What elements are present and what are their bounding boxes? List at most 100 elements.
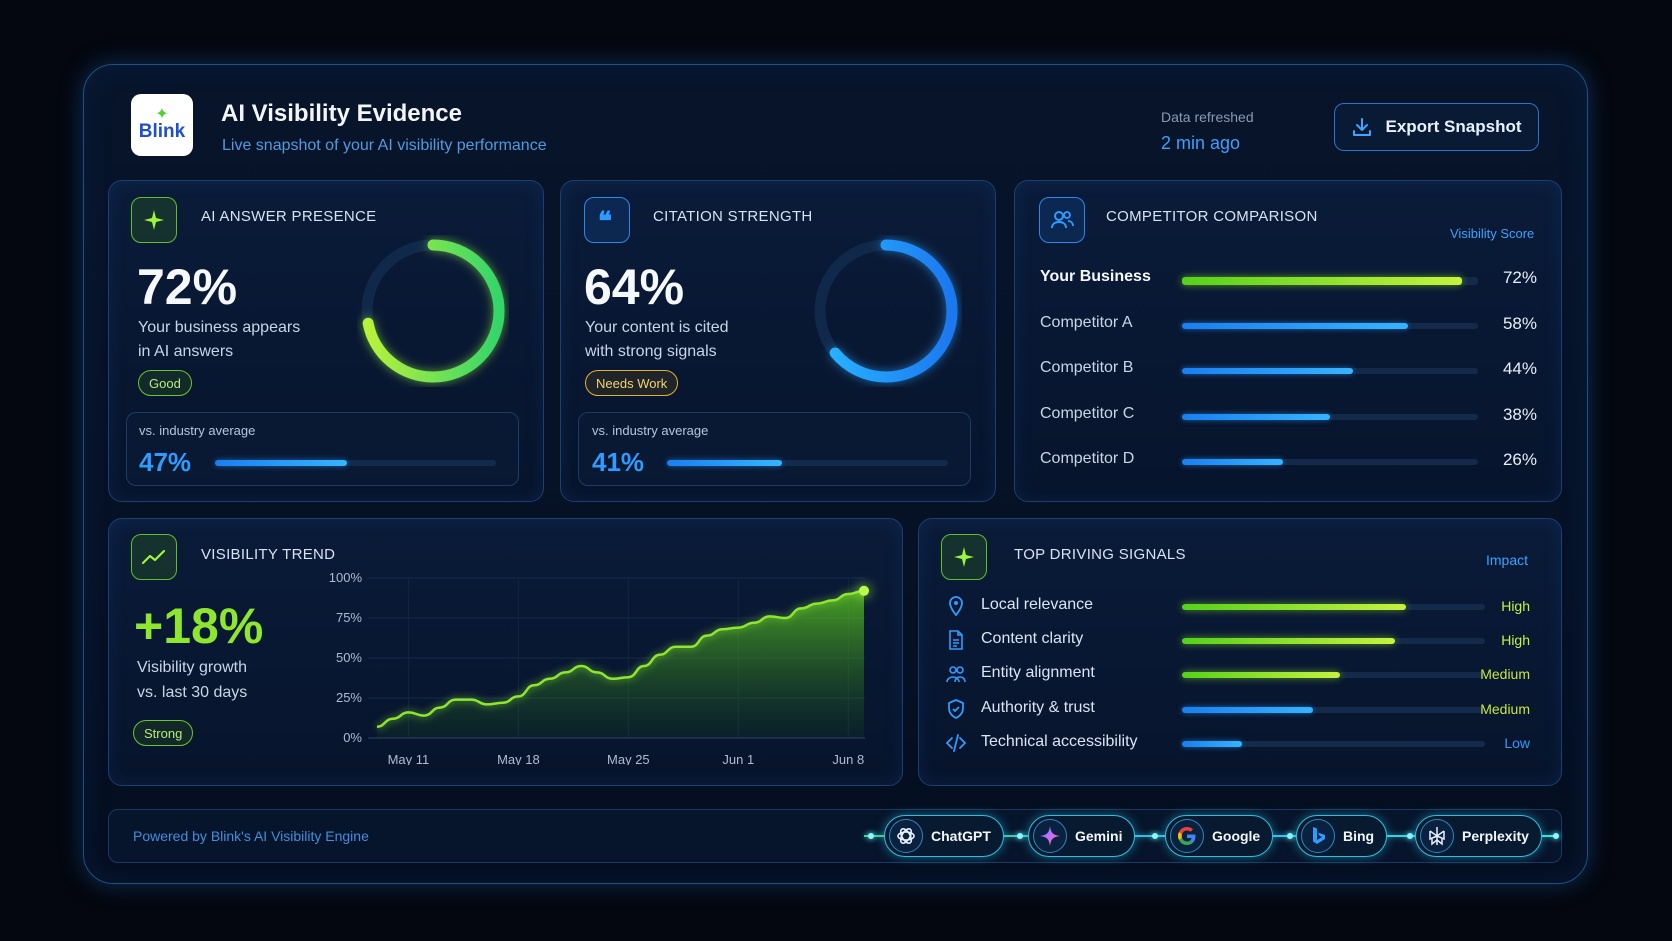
code-icon: [945, 733, 967, 752]
trend-value: +18%: [134, 598, 264, 654]
citation-value: 64%: [584, 259, 685, 315]
signal-bar-track: [1182, 740, 1485, 747]
x-tick-label: May 11: [388, 752, 430, 765]
presence-value: 72%: [137, 259, 238, 315]
signals-title: TOP DRIVING SIGNALS: [1014, 546, 1186, 563]
signal-bar-fill: [1182, 672, 1341, 679]
citation-status-badge: Needs Work: [585, 370, 679, 396]
chatgpt-icon: [889, 819, 923, 853]
presence-compare-value: 47%: [139, 447, 192, 477]
competitor-score: 38%: [1502, 404, 1537, 424]
y-tick-label: 0%: [343, 730, 362, 745]
presence-compare-label: vs. industry average: [139, 423, 256, 438]
svg-text:❝: ❝: [598, 208, 612, 232]
presence-donut: [361, 239, 505, 383]
sparkle-icon: [941, 534, 987, 580]
engine-pill-bing[interactable]: Bing: [1296, 815, 1388, 857]
competitor-bar-track: [1182, 277, 1478, 285]
page-title: AI Visibility Evidence: [221, 100, 462, 127]
y-tick-label: 100%: [329, 570, 363, 585]
x-tick-label: May 18: [497, 752, 540, 765]
signal-name: Content clarity: [981, 630, 1084, 648]
connector-dot: [1287, 833, 1293, 839]
engine-name: ChatGPT: [931, 828, 991, 844]
trend-up-icon: [131, 534, 177, 580]
signal-bar-fill: [1182, 706, 1313, 713]
bing-icon: [1301, 819, 1335, 853]
connector-dot: [1407, 833, 1413, 839]
engine-name: Perplexity: [1462, 828, 1529, 844]
competitor-bar-track: [1182, 368, 1478, 374]
competitor-bar-fill: [1182, 277, 1463, 285]
citation-desc-2: with strong signals: [585, 343, 717, 360]
quote-icon: ❝: [584, 197, 630, 243]
y-tick-label: 25%: [336, 690, 362, 705]
presence-compare-box: [126, 412, 519, 486]
x-tick-label: Jun 8: [832, 752, 864, 765]
export-snapshot-button[interactable]: Export Snapshot: [1334, 103, 1539, 151]
engine-pill-google[interactable]: Google: [1165, 815, 1274, 857]
signal-impact: Medium: [1480, 666, 1530, 683]
engine-pill-gemini[interactable]: Gemini: [1028, 815, 1136, 857]
connector-dot: [1017, 833, 1023, 839]
presence-compare-track: [215, 460, 496, 466]
competitor-bar-track: [1182, 459, 1478, 465]
presence-title: AI ANSWER PRESENCE: [201, 208, 377, 225]
trend-point: [859, 585, 869, 596]
competitor-score: 44%: [1502, 359, 1537, 378]
citation-compare-label: vs. industry average: [592, 423, 709, 438]
competitor-comparison-card: [1014, 180, 1562, 502]
signal-name: Technical accessibility: [981, 732, 1138, 750]
x-tick-label: May 25: [607, 752, 650, 765]
refresh-label: Data refreshed: [1161, 109, 1254, 125]
engine-pill-chatgpt[interactable]: ChatGPT: [884, 815, 1004, 857]
document-icon: [949, 630, 963, 650]
people-icon: [1039, 197, 1085, 243]
competitor-bar-fill: [1182, 368, 1354, 374]
location-pin-icon: [949, 596, 963, 617]
engine-pill-perplexity[interactable]: Perplexity: [1415, 815, 1542, 857]
signal-bar-fill: [1182, 638, 1395, 645]
competitor-bar-fill: [1182, 322, 1408, 329]
competitor-bar-track: [1182, 322, 1478, 329]
trend-status-badge: Strong: [133, 720, 194, 746]
visibility-score-label: Visibility Score: [1450, 226, 1535, 241]
competitor-bar-track: [1182, 413, 1478, 420]
competitor-title: COMPETITOR COMPARISON: [1106, 208, 1318, 225]
citation-donut: [814, 239, 958, 383]
export-label: Export Snapshot: [1385, 117, 1522, 136]
trend-title: VISIBILITY TREND: [201, 546, 336, 563]
powered-by-text: Powered by Blink's AI Visibility Engine: [133, 828, 369, 844]
competitor-name: Your Business: [1040, 268, 1151, 285]
signal-impact: Low: [1504, 734, 1530, 751]
competitor-name: Competitor C: [1040, 404, 1135, 422]
competitor-score: 26%: [1502, 450, 1537, 469]
presence-donut-arc: [361, 239, 505, 383]
page-subtitle: Live snapshot of your AI visibility perf…: [222, 137, 547, 154]
competitor-score: 72%: [1502, 268, 1537, 287]
google-icon: [1170, 819, 1204, 853]
signal-bar-fill: [1182, 740, 1242, 747]
y-tick-label: 50%: [336, 650, 362, 665]
signal-impact: High: [1501, 632, 1530, 649]
citation-compare-fill: [667, 460, 783, 466]
connector-dot: [868, 833, 874, 839]
signal-name: Entity alignment: [981, 664, 1095, 682]
citation-donut-arc: [814, 239, 958, 383]
logo-text: Blink: [138, 121, 186, 142]
people-icon: [946, 666, 966, 683]
signal-bar-track: [1182, 638, 1485, 645]
shield-icon: [948, 698, 964, 719]
competitor-name: Competitor B: [1040, 359, 1134, 376]
signal-impact: Medium: [1480, 700, 1530, 717]
trend-area: [377, 590, 864, 738]
sparkle-icon: [131, 197, 177, 243]
engine-name: Bing: [1343, 828, 1375, 844]
trend-line: [376, 589, 865, 729]
presence-desc-1: Your business appears: [138, 319, 301, 336]
presence-status-badge: Good: [138, 370, 192, 396]
signal-bar-fill: [1182, 604, 1406, 610]
refresh-value: 2 min ago: [1161, 133, 1241, 153]
competitor-name: Competitor D: [1040, 450, 1135, 467]
blink-logo: ✦ Blink: [131, 94, 193, 156]
